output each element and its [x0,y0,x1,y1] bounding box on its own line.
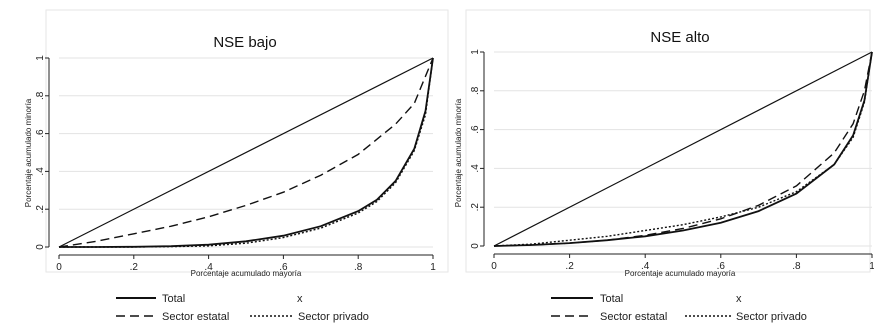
series-layer [58,57,434,248]
y-tick-label: .8 [35,91,46,100]
y-axis-label: Porcentaje acumulado minoría [454,98,463,207]
y-tick-label: .2 [470,203,481,212]
x-tick-label: .8 [354,262,363,273]
grid-lines [494,51,872,247]
axes: 0 .2 .4 .6 .8 1 0 .2 .4 .6 .8 1 [470,49,874,272]
series-layer [493,51,873,247]
legend-label-sector-privado: Sector privado [736,311,807,323]
legend-label-sector-privado: Sector privado [298,311,369,323]
chart-title: NSE alto [650,29,709,46]
legend-label-sector-estatal: Sector estatal [162,311,229,323]
y-axis-label: Porcentaje acumulado minoría [24,98,33,207]
x-tick-label: 0 [491,261,497,272]
series-line-x [58,57,434,248]
series-line-sector-estatal [493,51,873,247]
plot-background [45,9,449,273]
y-tick-label: 0 [35,244,46,250]
chart-panel-nse-alto: NSE alto Porcentaje acumulado minoría Po… [454,9,874,278]
grid-lines [59,57,433,248]
x-tick-label: 0 [56,262,62,273]
y-tick-label: .4 [470,164,481,173]
legend-left: Total x Sector estatal Sector privado [116,293,369,323]
legend-label-sector-estatal: Sector estatal [600,311,667,323]
x-tick-label: .8 [792,261,801,272]
legend-label-x: x [297,293,303,305]
y-tick-label: .2 [35,205,46,214]
legend-label-x: x [736,293,742,305]
y-tick-label: .8 [470,86,481,95]
x-tick-label: .6 [717,261,726,272]
y-tick-label: .6 [470,125,481,134]
y-tick-label: .4 [35,167,46,176]
y-tick-label: 1 [470,49,481,55]
x-tick-label: 1 [430,262,436,273]
x-tick-label: 1 [869,261,874,272]
legend-right: Total x Sector estatal Sector privado [551,293,807,323]
series-line-x [493,51,873,247]
plot-background [465,9,871,273]
x-tick-label: .2 [130,262,139,273]
series-line-sector-privado [59,57,434,248]
series-line-sector-privado [493,51,873,247]
legend-label-total: Total [600,293,623,305]
chart-title: NSE bajo [213,34,276,51]
x-tick-label: .6 [279,262,288,273]
x-axis-label: Porcentaje acumulado mayoría [625,269,736,278]
y-tick-label: .6 [35,129,46,138]
x-tick-label: .2 [565,261,574,272]
x-axis-label: Porcentaje acumulado mayoría [191,269,302,278]
x-tick-label: .4 [204,262,213,273]
chart-panel-nse-bajo: NSE bajo Porcentaje acumulado minoría Po… [24,9,449,278]
series-line-sector-estatal [58,57,434,248]
axes: 0 .2 .4 .6 .8 1 0 .2 .4 .6 .8 1 [35,55,436,273]
y-tick-label: 1 [35,55,46,61]
legend-label-total: Total [162,293,185,305]
x-tick-label: .4 [641,261,650,272]
y-tick-label: 0 [470,243,481,249]
